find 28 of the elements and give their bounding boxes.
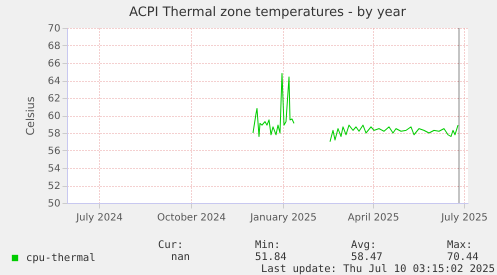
text: Max: — [447, 239, 472, 251]
y-axis-title: Celsius — [24, 96, 37, 136]
text: Last update: Thu Jul 10 03:15:02 2025 — [261, 263, 495, 275]
y-tick-label: 50 — [48, 198, 60, 210]
text: Avg: — [351, 239, 376, 251]
text: Min: — [255, 239, 280, 251]
text: nan — [171, 251, 190, 263]
x-tick-label: October 2024 — [157, 212, 226, 224]
text: 58.47 — [351, 251, 383, 263]
y-tick-label: 64 — [48, 76, 60, 87]
x-tick-label: April 2025 — [348, 212, 400, 224]
y-tick-label: 58 — [48, 128, 60, 140]
text: 51.84 — [255, 251, 287, 263]
text: Cur: — [158, 239, 184, 251]
y-tick-label: 62 — [48, 94, 60, 104]
y-tick-label: 70 — [48, 24, 60, 34]
y-tick-label: 60 — [48, 111, 60, 122]
y-tick-label: 68 — [48, 41, 60, 52]
y-tick-label: 54 — [48, 164, 60, 174]
x-tick-label: July 2024 — [75, 212, 123, 224]
y-tick-label: 56 — [48, 146, 60, 157]
x-tick-label: January 2025 — [249, 212, 317, 224]
y-tick-label: 52 — [48, 181, 60, 192]
legend-label: cpu-thermal — [26, 252, 96, 264]
y-tick-label: 66 — [48, 58, 60, 70]
text: 70.44 — [447, 251, 479, 263]
x-tick-label: July 2025 — [440, 212, 488, 224]
chart-title: ACPI Thermal zone temperatures - by year — [129, 5, 407, 20]
